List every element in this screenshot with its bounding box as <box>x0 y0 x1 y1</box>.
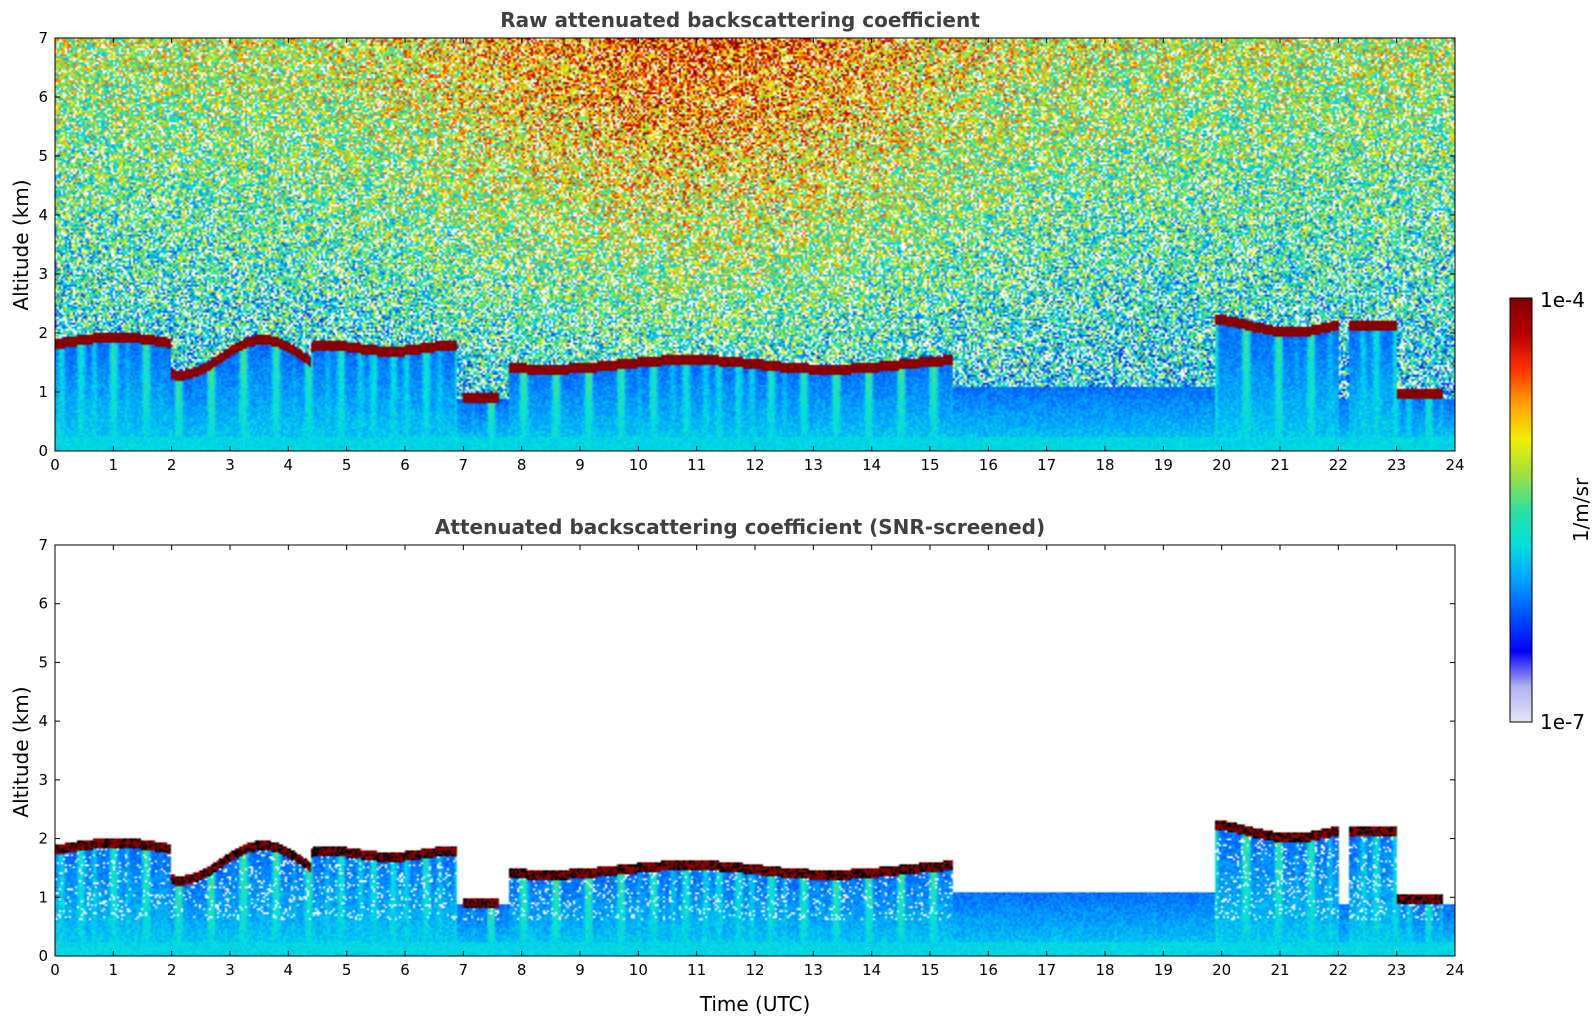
x-tick-label: 18 <box>1095 961 1114 979</box>
y-tick-label: 3 <box>38 771 48 789</box>
x-tick-label: 24 <box>1445 961 1464 979</box>
y-tick-label: 1 <box>38 383 48 401</box>
x-tick-label: 20 <box>1212 961 1231 979</box>
x-tick-label: 22 <box>1329 456 1348 474</box>
x-tick-label: 11 <box>687 456 706 474</box>
y-tick-label: 7 <box>38 536 48 554</box>
x-tick-label: 12 <box>745 961 764 979</box>
x-tick-label: 5 <box>342 456 352 474</box>
x-tick-label: 17 <box>1037 456 1056 474</box>
x-tick-label: 5 <box>342 961 352 979</box>
colorbar-gradient <box>1509 297 1533 723</box>
y-tick-label: 4 <box>38 206 48 224</box>
x-tick-label: 16 <box>979 456 998 474</box>
x-tick-label: 8 <box>517 456 527 474</box>
x-tick-label: 2 <box>167 456 177 474</box>
raw-panel-title: Raw attenuated backscattering coefficien… <box>500 8 980 32</box>
y-tick-label: 2 <box>38 830 48 848</box>
y-tick-label: 2 <box>38 324 48 342</box>
x-tick-label: 23 <box>1387 456 1406 474</box>
x-tick-label: 3 <box>225 961 235 979</box>
x-tick-label: 8 <box>517 961 527 979</box>
x-tick-label: 0 <box>50 456 60 474</box>
x-tick-label: 17 <box>1037 961 1056 979</box>
colorbar-units-label: 1/m/sr <box>1569 477 1593 542</box>
x-tick-label: 4 <box>284 456 294 474</box>
screened-backscatter-panel: Attenuated backscattering coefficient (S… <box>9 515 1465 1016</box>
x-tick-label: 19 <box>1154 961 1173 979</box>
screened-y-axis-label: Altitude (km) <box>9 686 33 817</box>
x-tick-label: 14 <box>862 456 881 474</box>
screened-backscatter-heatmap <box>55 545 1455 956</box>
y-tick-label: 0 <box>38 947 48 965</box>
x-tick-label: 7 <box>459 456 469 474</box>
x-tick-label: 21 <box>1270 456 1289 474</box>
x-tick-label: 2 <box>167 961 177 979</box>
y-tick-label: 5 <box>38 653 48 671</box>
y-tick-label: 6 <box>38 595 48 613</box>
x-tick-label: 13 <box>804 456 823 474</box>
x-tick-label: 1 <box>109 456 119 474</box>
colorbar-max-label: 1e-4 <box>1540 288 1585 312</box>
x-tick-label: 0 <box>50 961 60 979</box>
x-axis-label: Time (UTC) <box>699 992 811 1016</box>
x-tick-label: 3 <box>225 456 235 474</box>
x-tick-label: 13 <box>804 961 823 979</box>
y-tick-label: 3 <box>38 265 48 283</box>
colorbar: 1e-4 1e-7 1/m/sr <box>1509 288 1593 734</box>
y-tick-label: 5 <box>38 147 48 165</box>
x-tick-label: 16 <box>979 961 998 979</box>
x-tick-label: 12 <box>745 456 764 474</box>
x-tick-label: 18 <box>1095 456 1114 474</box>
x-tick-label: 15 <box>920 456 939 474</box>
x-tick-label: 15 <box>920 961 939 979</box>
y-tick-label: 1 <box>38 888 48 906</box>
x-tick-label: 6 <box>400 456 410 474</box>
raw-backscatter-panel: Raw attenuated backscattering coefficien… <box>9 8 1465 474</box>
x-tick-label: 24 <box>1445 456 1464 474</box>
raw-axis-ticks: 0 1 2 3 4 5 6 7 8 9 10 11 12 13 14 15 16 17 18 19 20 21 22 23 24… <box>38 29 1464 474</box>
x-tick-label: 6 <box>400 961 410 979</box>
colorbar-min-label: 1e-7 <box>1540 710 1585 734</box>
x-tick-label: 19 <box>1154 456 1173 474</box>
x-tick-label: 20 <box>1212 456 1231 474</box>
x-tick-label: 9 <box>575 456 585 474</box>
x-tick-label: 22 <box>1329 961 1348 979</box>
screened-axis-ticks: 0 1 2 3 4 5 6 7 8 9 10 11 12 13 14 15 16 17 18 19 20 21 22 23 24… <box>38 536 1464 979</box>
x-tick-label: 4 <box>284 961 294 979</box>
raw-y-axis-label: Altitude (km) <box>9 179 33 310</box>
screened-panel-title: Attenuated backscattering coefficient (S… <box>435 515 1045 539</box>
x-tick-label: 11 <box>687 961 706 979</box>
y-tick-label: 4 <box>38 712 48 730</box>
raw-backscatter-heatmap <box>55 38 1455 451</box>
x-tick-label: 23 <box>1387 961 1406 979</box>
x-tick-label: 10 <box>629 456 648 474</box>
x-tick-label: 21 <box>1270 961 1289 979</box>
x-tick-label: 10 <box>629 961 648 979</box>
x-tick-label: 9 <box>575 961 585 979</box>
y-tick-label: 0 <box>38 442 48 460</box>
x-tick-label: 14 <box>862 961 881 979</box>
y-tick-label: 7 <box>38 29 48 47</box>
x-tick-label: 7 <box>459 961 469 979</box>
y-tick-label: 6 <box>38 88 48 106</box>
x-tick-label: 1 <box>109 961 119 979</box>
